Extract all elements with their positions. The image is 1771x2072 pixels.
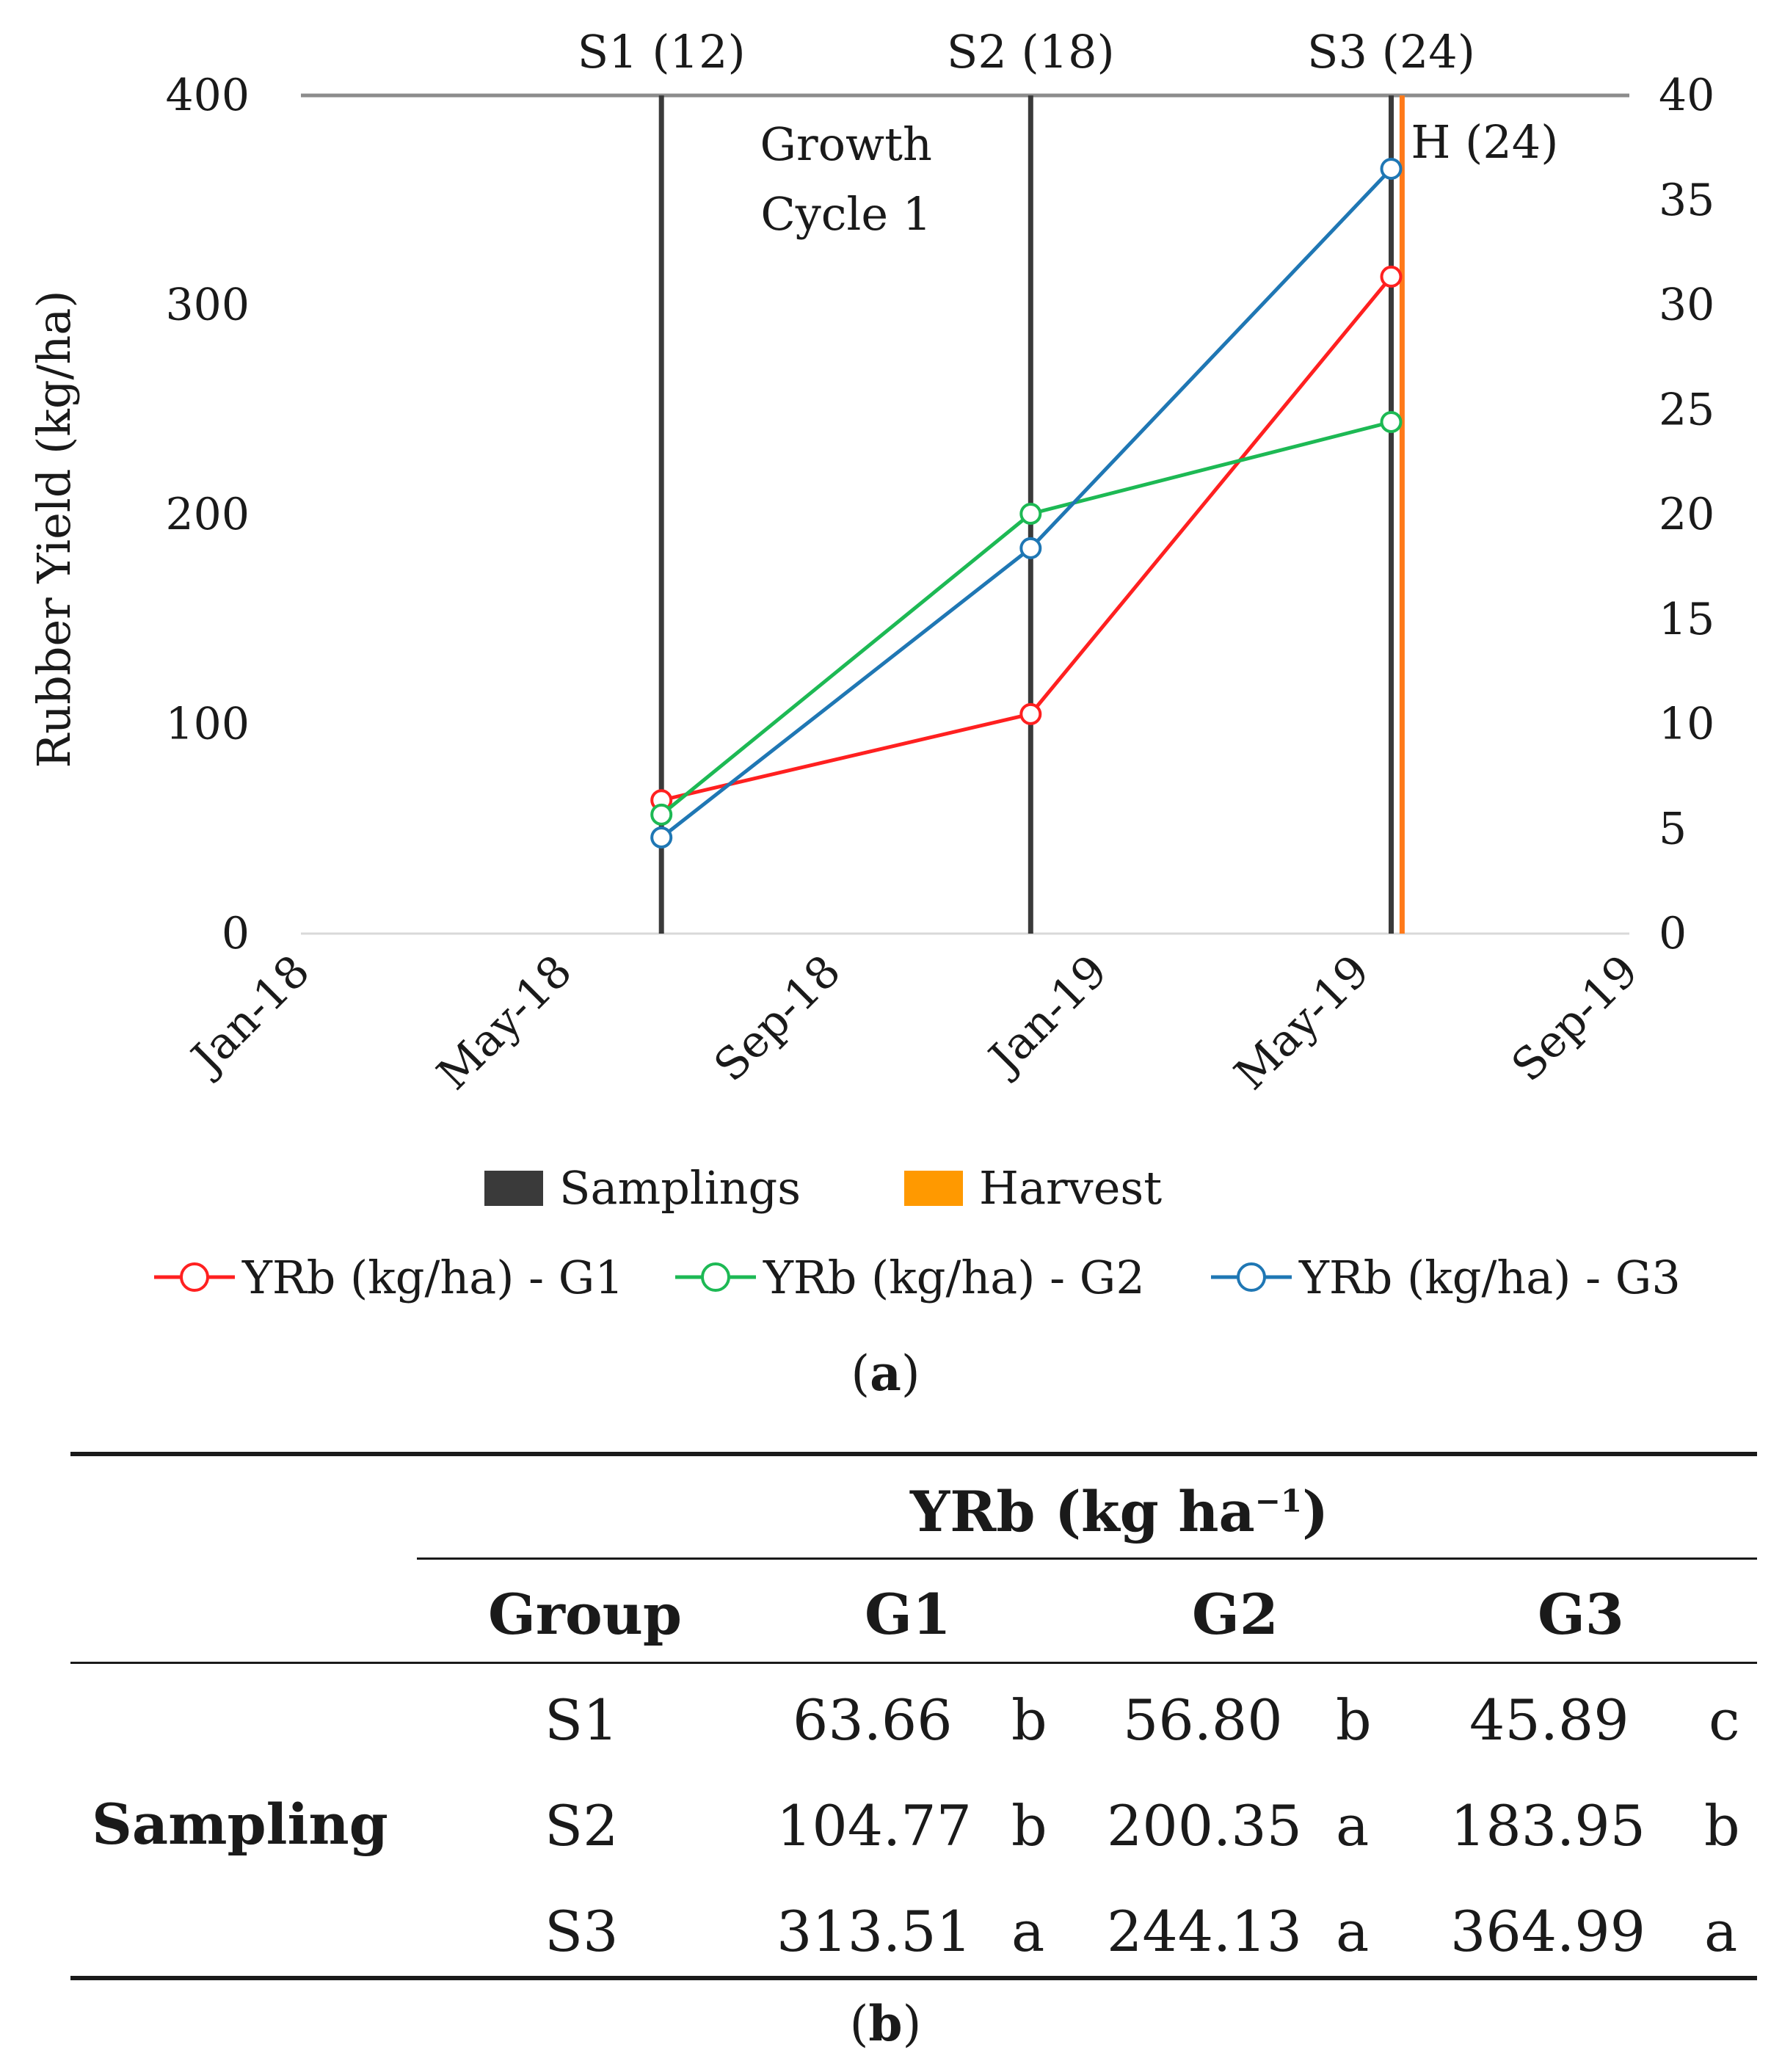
legend-swatch-harvest [904,1171,963,1206]
plot-area [301,93,1629,935]
legend-series-label: YRb (kg/ha) - G2 [763,1251,1145,1304]
sampling-label: S3 (24) [1307,25,1475,79]
y-right-tick-label: 20 [1659,489,1714,540]
row-group-label: Sampling [92,1792,388,1857]
legend-label-samplings: Samplings [559,1161,801,1215]
data-point [1380,265,1403,288]
harvest-label: H (24) [1411,115,1558,169]
g1-s3-sig: a [1011,1899,1045,1964]
data-point [1019,702,1042,725]
g1-s1-sig: b [1011,1687,1047,1753]
g2-s2-value: 200.35 [1107,1793,1302,1858]
series-line-3 [660,167,1393,839]
data-point [1019,537,1042,559]
g3-s3-value: 364.99 [1450,1899,1645,1964]
g2-s3-sig: a [1336,1899,1370,1964]
sampling-s3: S3 [545,1899,619,1964]
y-left-tick-label: 100 [165,699,250,750]
y-left-tick-label: 400 [165,70,250,121]
g1-s1-value: 63.66 [793,1687,953,1753]
y-left-tick-label: 200 [165,489,250,540]
sampling-label: S1 (12) [578,25,746,79]
growth-cycle-annotation: Growth [760,117,932,171]
g2-s2-sig: a [1336,1793,1370,1858]
legend-label-harvest: Harvest [979,1161,1162,1215]
g2-s1-value: 56.80 [1123,1687,1283,1753]
sampling-s1: S1 [545,1687,619,1753]
x-tick-label: Sep-19 [1502,945,1648,1091]
table-bottom-rule [70,1976,1757,1980]
sampling-s2: S2 [545,1793,619,1858]
table-top-rule [70,1452,1757,1456]
table-header-rule [417,1557,1757,1560]
y-left-tick-label: 0 [222,908,250,959]
column-header-g2: G2 [1192,1582,1279,1647]
y-right-tick-label: 5 [1659,803,1687,854]
y-right-tick-label: 30 [1659,280,1714,331]
legend: Samplings Harvest YRb (kg/ha) - G1 YRb (kg/… [154,1161,1681,1304]
g3-s2-sig: b [1704,1793,1740,1858]
x-tick-label: Jan-19 [977,945,1118,1086]
caption-b: (b) [849,1995,922,2052]
series-layer [650,157,1403,848]
g1-s2-value: 104.77 [777,1793,972,1858]
y-left-tick-label: 300 [165,280,250,331]
y-right-tick-label: 0 [1659,908,1687,959]
g3-s1-value: 45.89 [1469,1687,1629,1753]
sampling-lines [658,95,1405,934]
column-header-g1: G1 [865,1582,951,1647]
legend-series-marker [1237,1262,1266,1292]
data-point [1380,157,1403,180]
legend-series-label: YRb (kg/ha) - G3 [1298,1251,1681,1304]
y-axis-title: Rubber Yield (kg/ha) [27,290,81,768]
x-tick-label: Sep-18 [705,945,851,1091]
y-right-tick-label: 40 [1659,70,1714,121]
legend-swatch-samplings [484,1171,543,1206]
y-right-tick-label: 15 [1659,594,1714,645]
table-columns-rule [70,1662,1757,1664]
x-tick-label: May-19 [1225,945,1380,1100]
sampling-label: S2 (18) [947,25,1115,79]
g3-s3-sig: a [1704,1899,1738,1964]
x-tick-label: May-18 [427,945,582,1100]
table-title: YRb (kg ha−1) [910,1479,1329,1544]
g2-s3-value: 244.13 [1107,1899,1302,1964]
caption-a: (a) [851,1345,920,1402]
g2-s1-sig: b [1336,1687,1372,1753]
g1-s2-sig: b [1011,1793,1047,1858]
y-right-tick-label: 10 [1659,699,1714,750]
column-header-g3: G3 [1538,1582,1624,1647]
data-point [650,803,673,826]
column-header-group: Group [488,1582,683,1647]
data-point [650,826,673,848]
data-point [1380,411,1403,434]
data-point [1019,503,1042,526]
y-right-tick-label: 35 [1659,175,1714,226]
g1-s3-value: 313.51 [777,1899,972,1964]
legend-series-label: YRb (kg/ha) - G1 [241,1251,624,1304]
series-line-2 [660,420,1392,816]
g3-s2-value: 183.95 [1450,1793,1645,1858]
g3-s1-sig: c [1709,1687,1740,1753]
y-right-tick-label: 25 [1659,384,1714,435]
axis-labels: 0 100 200 300 400 0 5 10 15 20 25 30 35 40 Rubber Yiel… [27,25,1714,1100]
rubber-yield-chart: 0 100 200 300 400 0 5 10 15 20 25 30 35 40 Rubber Yiel… [27,25,1714,1304]
legend-series-marker [701,1262,730,1292]
x-tick-label: Jan-18 [179,945,320,1086]
legend-series-marker [180,1262,209,1292]
growth-cycle-annotation: Cycle 1 [760,187,931,241]
